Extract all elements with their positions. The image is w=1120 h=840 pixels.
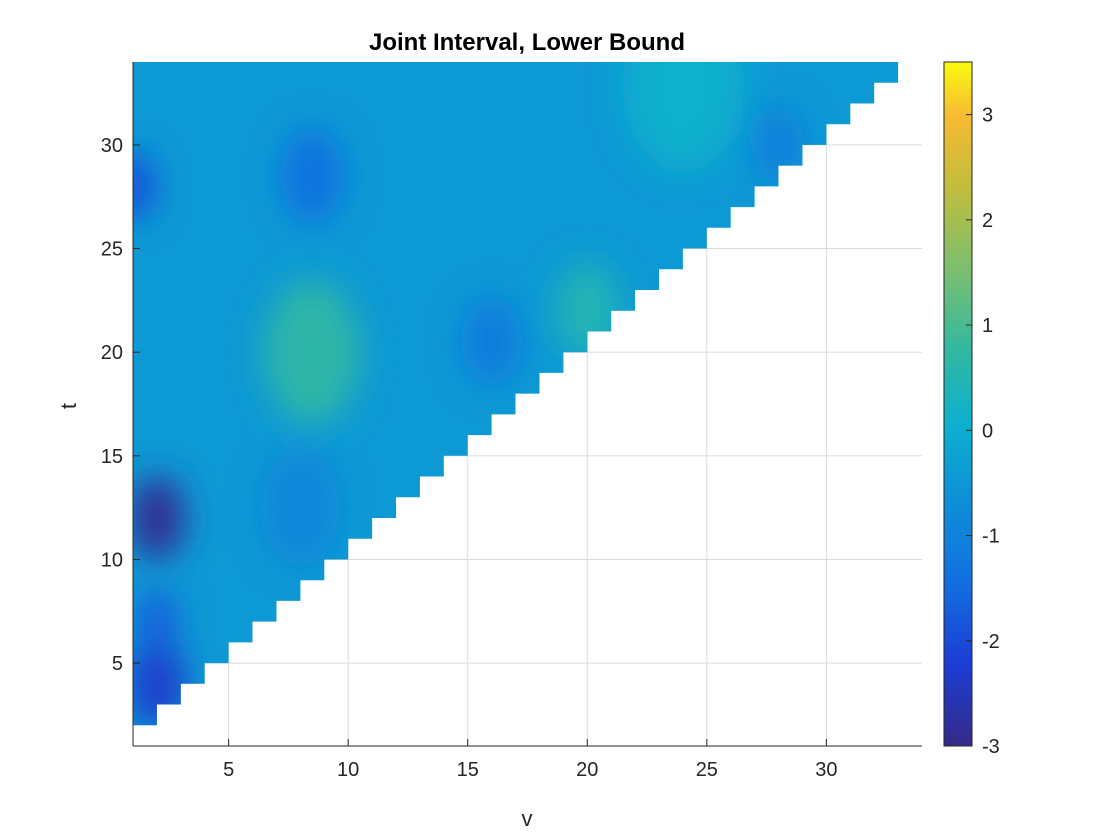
x-tick-label: 20 — [576, 759, 598, 781]
x-tick-label: 10 — [337, 759, 359, 781]
colorbar-tick-label: 1 — [982, 315, 993, 337]
heatmap-blob — [133, 153, 155, 220]
y-tick-label: 25 — [101, 239, 123, 261]
x-axis-label: v — [522, 806, 533, 831]
colorbar-tick-label: -1 — [982, 526, 1000, 548]
y-axis-ticks: 5 10 15 20 25 30 — [101, 135, 140, 675]
colorbar-ticks: -3 -2 -1 0 1 2 3 — [966, 105, 1000, 758]
plot-area: 5 10 15 20 25 30 5 10 15 20 25 30 — [101, 62, 922, 781]
x-tick-label: 30 — [815, 759, 837, 781]
x-tick-label: 5 — [223, 759, 234, 781]
heatmap-blob — [622, 62, 743, 173]
y-tick-label: 10 — [101, 549, 123, 571]
y-tick-label: 20 — [101, 342, 123, 364]
heatmap-blob — [461, 296, 522, 387]
chart-title: Joint Interval, Lower Bound — [369, 29, 685, 56]
colorbar-tick-label: -2 — [982, 631, 1000, 653]
heatmap-blob — [752, 105, 805, 184]
heatmap-blob — [134, 588, 179, 655]
x-tick-label: 15 — [457, 759, 479, 781]
x-tick-label: 25 — [696, 759, 718, 781]
colorbar-gradient — [943, 61, 973, 747]
heatmap-blob — [264, 280, 361, 425]
heatmap-blob — [133, 476, 185, 560]
axes-lines — [132, 62, 922, 747]
y-tick-label: 15 — [101, 446, 123, 468]
y-tick-label: 5 — [112, 653, 123, 675]
y-axis-label: t — [56, 403, 81, 409]
colorbar-tick-label: 0 — [982, 420, 993, 442]
colorbar-tick-label: 3 — [982, 105, 993, 127]
heatmap-blob — [260, 447, 341, 568]
y-tick-label: 30 — [101, 135, 123, 157]
colorbar-tick-label: -3 — [982, 736, 1000, 758]
colorbar-tick-label: 2 — [982, 210, 993, 232]
heatmap-blob — [280, 128, 345, 224]
x-axis-ticks: 5 10 15 20 25 30 — [223, 739, 837, 781]
colorbar: -3 -2 -1 0 1 2 3 — [943, 61, 1000, 758]
